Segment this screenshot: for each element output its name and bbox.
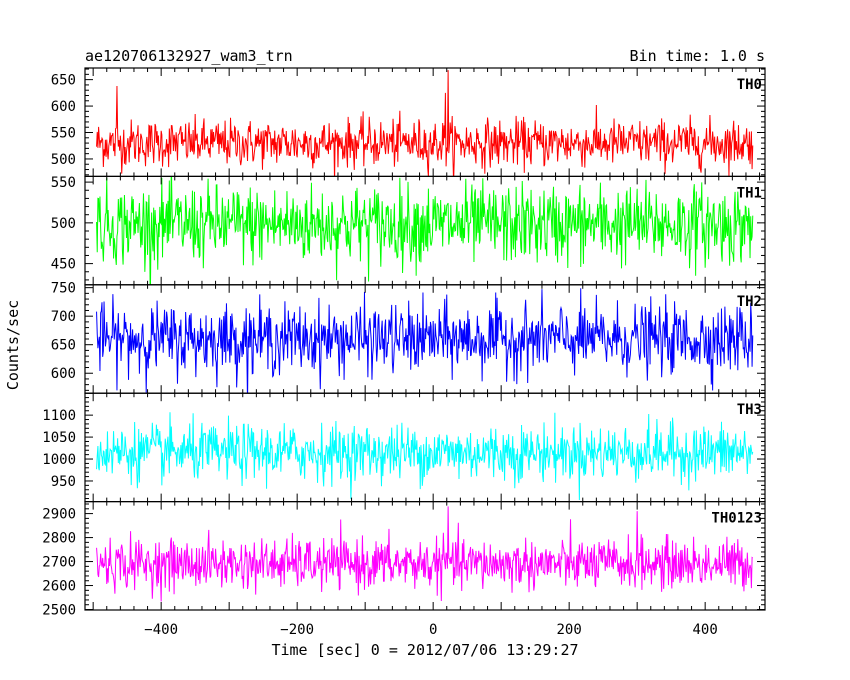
x-tick-label: 0 <box>429 622 437 638</box>
y-tick-label: 700 <box>51 309 76 325</box>
x-tick-label: −400 <box>144 622 178 638</box>
x-tick-label: 200 <box>557 622 582 638</box>
series-th3 <box>96 412 754 500</box>
y-tick-label: 600 <box>51 99 76 115</box>
panel-th3: 950 1000 1050 1100 TH3 <box>42 392 766 503</box>
y-tick-label: 650 <box>51 338 76 354</box>
series-th0123 <box>96 506 754 602</box>
panel-th0: 500 550 600 650 TH0 <box>51 67 766 178</box>
chart-title: ae120706132927_wam3_trn <box>85 47 293 65</box>
y-tick-label: 1050 <box>42 430 76 446</box>
panel-th2: 600 650 700 750 TH2 <box>51 281 766 394</box>
panel-frame <box>84 501 766 611</box>
y-tick-label: 550 <box>51 126 76 142</box>
y-tick-label: 500 <box>51 216 76 232</box>
y-tick-label: 600 <box>51 366 76 382</box>
y-tick-label: 2700 <box>42 555 76 571</box>
y-axis-label: Counts/sec <box>4 300 22 390</box>
x-axis-label: Time [sec] 0 = 2012/07/06 13:29:27 <box>271 641 578 659</box>
panels-group: 500 550 600 650 TH0 450 500 550 TH1 600 650 700 750 T… <box>42 67 766 619</box>
y-tick-label: 2500 <box>42 603 76 619</box>
y-tick-label: 750 <box>51 281 76 297</box>
x-tick-label: 400 <box>693 622 718 638</box>
panel-label-th1: TH1 <box>737 185 762 201</box>
y-tick-label: 1100 <box>42 408 76 424</box>
series-th1 <box>96 176 754 285</box>
bin-time-label: Bin time: 1.0 s <box>630 47 765 65</box>
series-th0 <box>96 70 754 177</box>
y-tick-label: 500 <box>51 152 76 168</box>
panel-label-th0: TH0 <box>737 77 762 93</box>
y-tick-label: 2600 <box>42 579 76 595</box>
panel-th0123: 2500 2600 2700 2800 2900 TH0123 <box>42 501 766 619</box>
y-tick-label: 2900 <box>42 507 76 523</box>
y-tick-label: 2800 <box>42 531 76 547</box>
panel-th1: 450 500 550 TH1 <box>51 175 766 286</box>
y-tick-label: 550 <box>51 175 76 191</box>
x-axis: −400 −200 0 200 400 <box>144 622 718 638</box>
panel-label-th0123: TH0123 <box>711 511 762 527</box>
y-tick-label: 450 <box>51 257 76 273</box>
panel-label-th3: TH3 <box>737 402 762 418</box>
panel-frame <box>84 67 766 178</box>
series-th2 <box>96 288 754 394</box>
y-tick-label: 950 <box>51 474 76 490</box>
panel-label-th2: TH2 <box>737 294 762 310</box>
y-tick-label: 1000 <box>42 452 76 468</box>
x-tick-label: −200 <box>280 622 314 638</box>
y-tick-label: 650 <box>51 73 76 89</box>
